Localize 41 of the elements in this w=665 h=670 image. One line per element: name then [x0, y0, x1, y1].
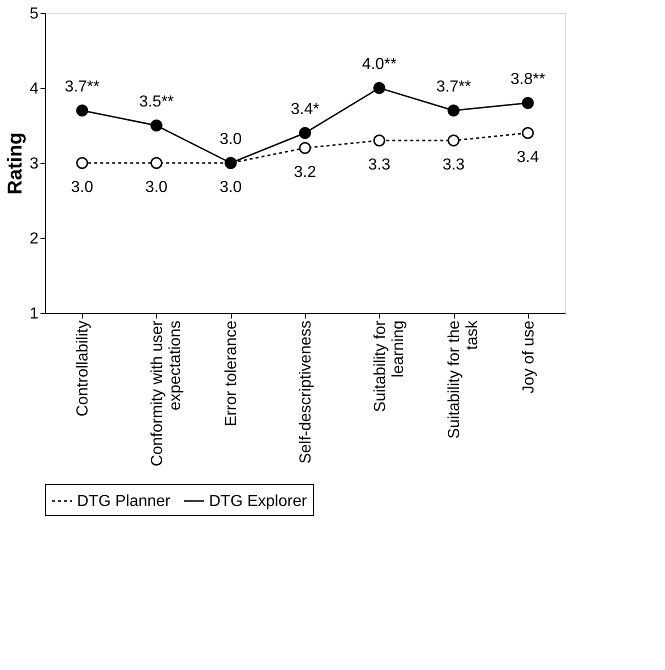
x-tick-label: Suitability for learning [372, 320, 407, 412]
legend-label: DTG Planner [77, 493, 172, 510]
x-tick-label: Controllability [74, 320, 92, 417]
y-axis-title: Rating [4, 132, 27, 195]
data-label: 3.3 [368, 156, 391, 174]
legend-label: DTG Explorer [209, 493, 308, 510]
y-tick-label: 2 [30, 230, 39, 248]
data-label: 3.0 [145, 179, 168, 196]
x-tick-label: Conformity with user expectations [148, 320, 184, 466]
point [76, 104, 88, 116]
x-tick-label: Joy of use [520, 320, 538, 394]
point [373, 82, 386, 94]
point [299, 127, 311, 139]
data-label: 4.0** [362, 56, 397, 73]
point [522, 127, 534, 139]
data-label: 3.0 [71, 179, 94, 196]
point [448, 134, 460, 146]
data-label: 3.4 [516, 149, 540, 166]
y-tick-label: 5 [30, 6, 39, 22]
y-tick-label: 4 [30, 80, 39, 98]
x-tick-label: Error tolerance [223, 320, 240, 426]
point [150, 157, 162, 169]
data-label: 3.7** [436, 78, 471, 96]
data-label: 3.2 [294, 164, 316, 181]
x-tick-label: Suitability for the task [446, 320, 482, 439]
point [373, 134, 386, 146]
data-label: 3.0 [220, 179, 242, 196]
x-tick-label: Self-descriptiveness [298, 320, 314, 464]
data-label: 3.3 [442, 156, 465, 174]
point [150, 120, 162, 132]
y-tick-label: 3 [30, 156, 39, 172]
point [448, 104, 460, 116]
data-label: 3.8** [510, 71, 546, 88]
data-label: 3.0 [220, 131, 242, 148]
data-label: 3.7** [64, 78, 100, 96]
point [299, 142, 311, 154]
y-tick-label: 1 [30, 306, 39, 322]
point [522, 97, 534, 109]
data-label: 3.5** [139, 94, 174, 110]
data-label: 3.4* [290, 101, 320, 118]
point [76, 157, 88, 169]
